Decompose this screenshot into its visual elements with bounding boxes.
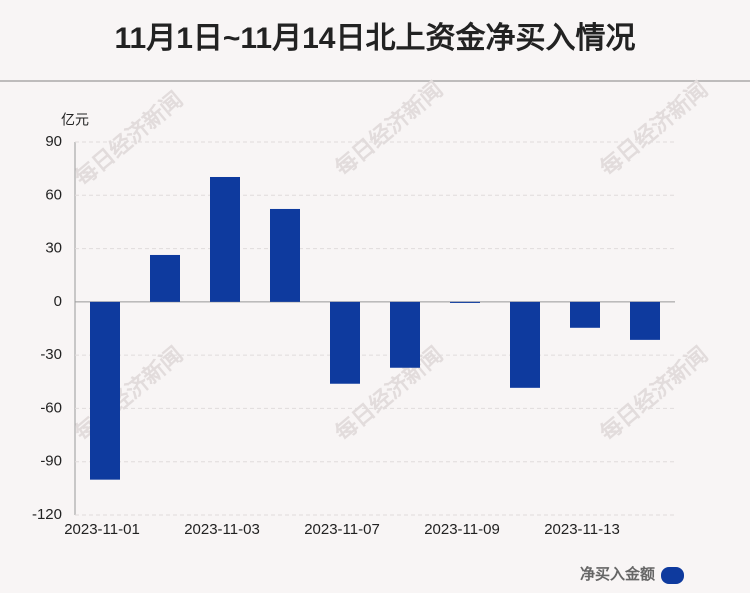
x-tick-label: 2023-11-13 [544, 521, 620, 538]
chart-title: 11月1日~11月14日北上资金净买入情况 [114, 21, 635, 55]
y-tick-label: 30 [45, 240, 62, 257]
y-tick-label: 90 [45, 133, 62, 150]
bar [510, 301, 540, 388]
bar [270, 208, 300, 302]
x-tick-label: 2023-11-01 [64, 521, 140, 538]
y-tick-label: -30 [40, 346, 62, 363]
y-tick-label: -90 [40, 453, 62, 470]
legend-label: 净买入金额 [580, 565, 655, 583]
y-tick-label: 0 [54, 293, 62, 310]
bar [450, 301, 480, 303]
x-tick-label: 2023-11-07 [304, 521, 380, 538]
y-unit: 亿元 [61, 112, 89, 128]
bar [150, 254, 180, 302]
x-tick-label: 2023-11-09 [424, 521, 500, 538]
x-tick-label: 2023-11-03 [184, 521, 260, 538]
bar [570, 301, 600, 328]
legend-swatch [661, 567, 684, 584]
y-tick-label: -120 [32, 506, 62, 523]
bar [390, 301, 420, 368]
bar [330, 301, 360, 384]
bar [90, 301, 120, 480]
y-tick-label: 60 [45, 186, 62, 203]
y-tick-label: -60 [40, 399, 62, 416]
bar [210, 176, 240, 302]
bar [630, 301, 660, 340]
